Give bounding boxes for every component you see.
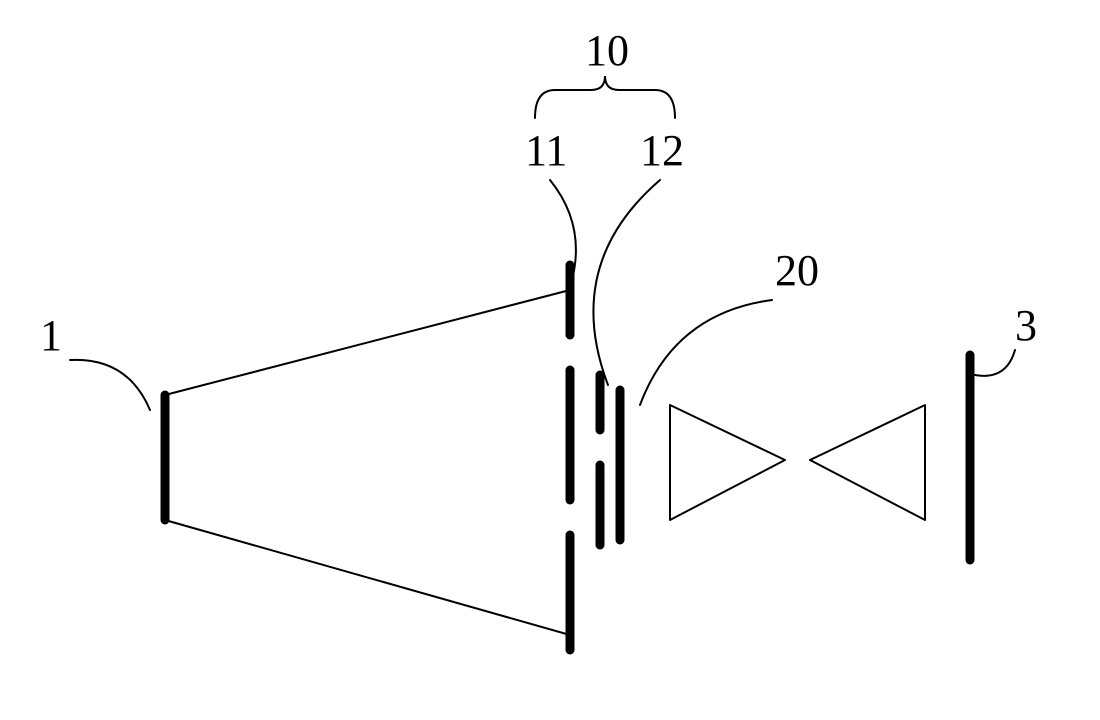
label-3: 3 [1015, 301, 1037, 350]
label-20: 20 [775, 246, 819, 295]
lead-line-12 [593, 180, 660, 385]
brace-icon [535, 76, 675, 118]
label-12: 12 [640, 126, 684, 175]
lead-line-1 [70, 360, 150, 410]
label-11: 11 [525, 126, 567, 175]
lead-line-20 [640, 300, 772, 405]
lead-line-3 [975, 350, 1015, 376]
label-10: 10 [585, 26, 629, 75]
bowtie-right-icon [810, 405, 925, 520]
ray-bottom [165, 520, 570, 635]
label-1: 1 [40, 311, 62, 360]
ray-top [165, 290, 570, 395]
bowtie-left-icon [670, 405, 785, 520]
